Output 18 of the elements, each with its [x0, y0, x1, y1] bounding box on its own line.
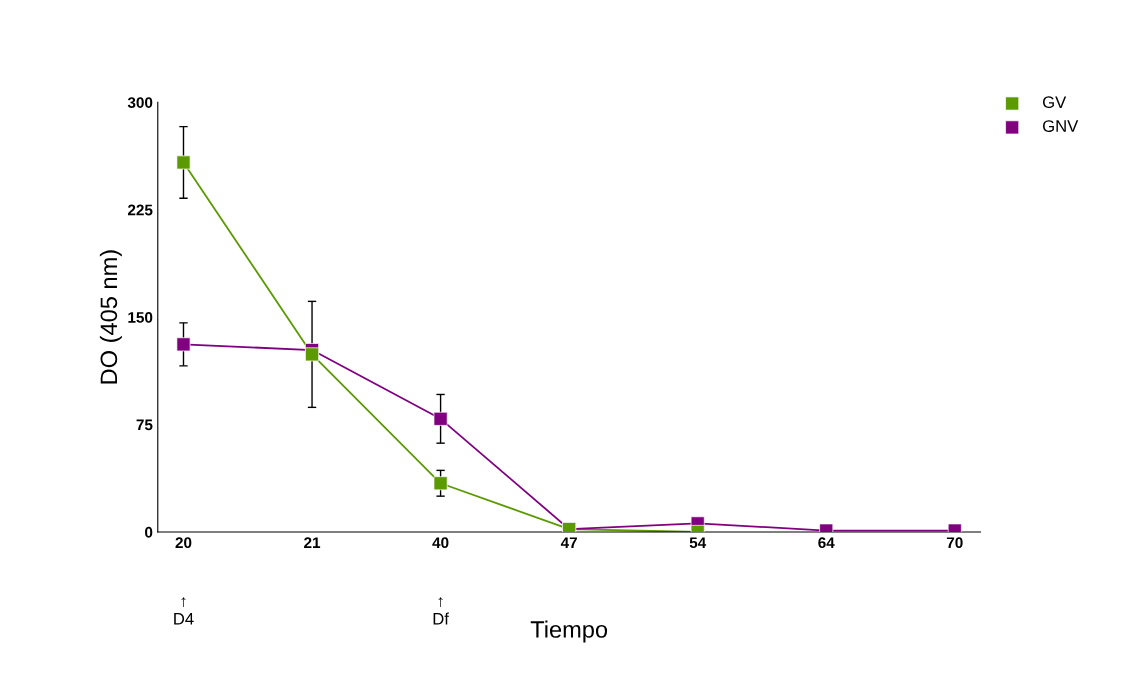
legend-label: GNV — [1043, 120, 1079, 132]
y-tick-label: 225 — [127, 204, 153, 216]
y-tick-label: 75 — [136, 419, 153, 431]
y-tick-label: 0 — [145, 526, 153, 538]
text: ↑ Df — [433, 597, 449, 625]
x-tick-label: 64 — [818, 537, 835, 549]
x-axis-title: Tiempo — [530, 620, 608, 643]
text: ↑ D4 — [174, 597, 194, 625]
x-tick-label: 54 — [689, 537, 707, 549]
y-tick-label: 150 — [128, 312, 153, 323]
x-tick-label: 20 — [175, 537, 192, 549]
y-axis-title: DO (405 nm) — [99, 250, 122, 384]
x-tick-label: 40 — [432, 537, 449, 549]
y-tick-label: 300 — [127, 97, 153, 109]
x-tick-label: 47 — [560, 537, 577, 548]
legend-label: GV — [1043, 96, 1067, 109]
x-tick-label: 21 — [304, 537, 321, 548]
x-tick-label: 70 — [946, 537, 963, 549]
